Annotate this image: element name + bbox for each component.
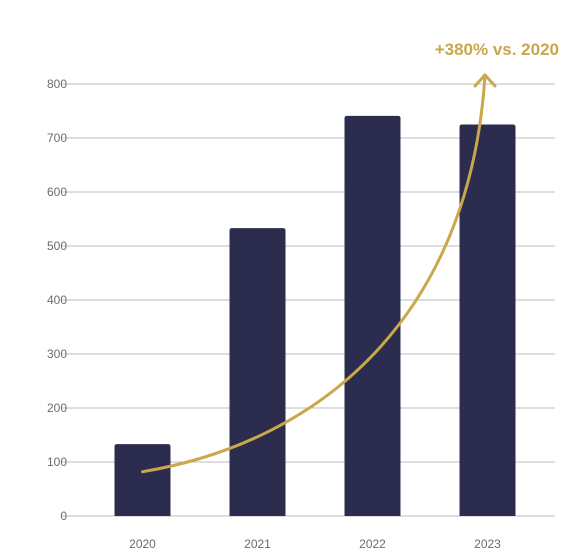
x-tick-label: 2023 <box>474 537 501 551</box>
y-tick-label: 100 <box>47 455 67 469</box>
y-tick-label: 800 <box>47 77 67 91</box>
bar-2023 <box>459 124 516 516</box>
growth-annotation: +380% vs. 2020 <box>141 40 559 474</box>
growth-arrow-head-icon <box>473 73 497 88</box>
y-tick-label: 300 <box>47 347 67 361</box>
x-tick-label: 2022 <box>359 537 386 551</box>
y-tick-label: 500 <box>47 239 67 253</box>
y-tick-label: 400 <box>47 293 67 307</box>
y-axis-tick-labels: 0 100 200 300 400 500 600 700 800 <box>47 77 67 523</box>
x-axis-tick-labels: 2020 2021 2022 2023 <box>129 537 501 551</box>
y-tick-label: 0 <box>60 509 67 523</box>
x-tick-label: 2020 <box>129 537 156 551</box>
bar-2020 <box>114 444 171 516</box>
bar-2021 <box>229 228 286 516</box>
growth-annotation-label: +380% vs. 2020 <box>435 40 559 59</box>
y-tick-label: 200 <box>47 401 67 415</box>
growth-arrow-curve <box>141 73 487 474</box>
x-tick-label: 2021 <box>244 537 271 551</box>
y-tick-label: 700 <box>47 131 67 145</box>
bars <box>114 115 516 517</box>
bar-2022 <box>344 115 401 517</box>
y-tick-label: 600 <box>47 185 67 199</box>
